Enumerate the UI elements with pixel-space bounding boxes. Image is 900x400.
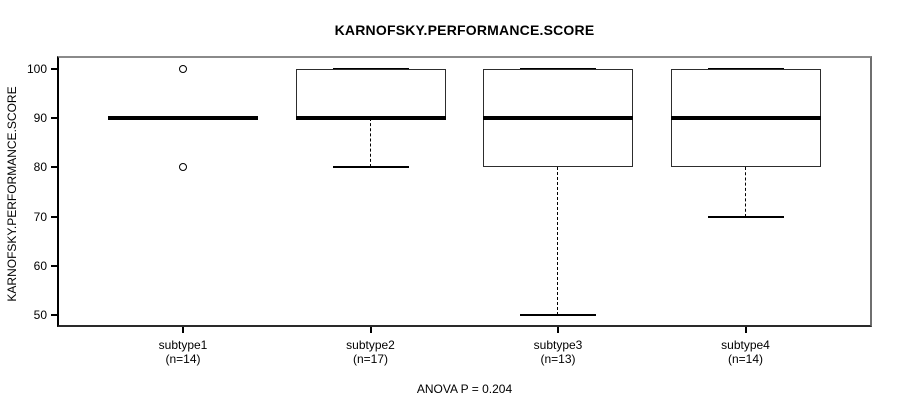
x-tick-subtype2 <box>369 327 372 333</box>
x-sublabel-subtype2: (n=17) <box>352 352 389 366</box>
whisker-low-subtype4 <box>744 167 746 217</box>
y-tick-label-80: 80 <box>33 160 47 175</box>
y-tick-label-100: 100 <box>26 62 47 76</box>
x-sublabel-subtype1: (n=14) <box>165 352 201 366</box>
y-tick-label-50: 50 <box>33 308 47 322</box>
anova-note: ANOVA P = 0.204 <box>416 382 513 396</box>
staple-low-subtype2 <box>332 166 409 169</box>
box-subtype2 <box>295 69 446 119</box>
y-tick-label-90: 90 <box>33 111 47 126</box>
y-tick-70 <box>51 215 57 218</box>
chart-title: KARNOFSKY.PERFORMANCE.SCORE <box>334 22 595 38</box>
x-label-subtype3: subtype3 <box>533 338 583 352</box>
y-tick-label-60: 60 <box>33 258 47 273</box>
y-tick-90 <box>51 117 57 120</box>
outlier-subtype1-100 <box>179 65 187 73</box>
x-label-subtype4: subtype4 <box>721 338 770 352</box>
x-sublabel-subtype3: (n=13) <box>540 352 576 366</box>
whisker-low-subtype2 <box>369 118 371 168</box>
x-tick-subtype3 <box>557 327 559 333</box>
y-tick-100 <box>51 68 57 70</box>
y-tick-80 <box>51 166 57 169</box>
staple-low-subtype4 <box>707 215 784 218</box>
y-tick-60 <box>51 264 57 267</box>
y-tick-label-70: 70 <box>33 209 47 224</box>
outlier-subtype1-80 <box>179 163 187 172</box>
y-tick-50 <box>51 314 57 316</box>
x-tick-subtype4 <box>744 327 747 333</box>
median-subtype4 <box>670 116 821 121</box>
x-label-subtype1: subtype1 <box>158 338 208 352</box>
x-tick-subtype1 <box>182 327 184 333</box>
whisker-low-subtype3 <box>557 167 558 315</box>
x-sublabel-subtype4: (n=14) <box>727 352 764 366</box>
x-label-subtype2: subtype2 <box>346 338 395 352</box>
median-subtype1 <box>108 116 258 121</box>
median-subtype3 <box>483 116 633 121</box>
staple-low-subtype3 <box>520 314 596 316</box>
median-subtype2 <box>295 116 446 121</box>
